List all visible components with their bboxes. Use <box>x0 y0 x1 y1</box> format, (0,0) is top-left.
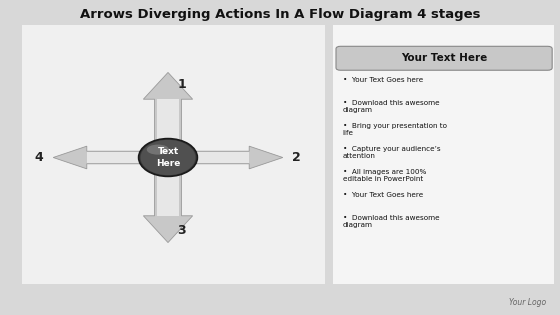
Polygon shape <box>87 152 160 163</box>
Text: 2: 2 <box>292 151 301 164</box>
Polygon shape <box>157 162 179 216</box>
Text: Here: Here <box>156 159 180 168</box>
Polygon shape <box>143 72 193 153</box>
Ellipse shape <box>147 145 169 155</box>
Text: •  Download this awesome
diagram: • Download this awesome diagram <box>343 100 440 113</box>
Text: 1: 1 <box>178 78 186 91</box>
Text: •  Capture your audience’s
attention: • Capture your audience’s attention <box>343 146 440 159</box>
Polygon shape <box>157 99 179 153</box>
FancyBboxPatch shape <box>22 25 325 284</box>
Text: •  All images are 100%
editable in PowerPoint: • All images are 100% editable in PowerP… <box>343 169 426 182</box>
Text: Your Text Here: Your Text Here <box>401 53 487 63</box>
Text: •  Download this awesome
diagram: • Download this awesome diagram <box>343 215 440 228</box>
FancyBboxPatch shape <box>333 25 554 284</box>
FancyBboxPatch shape <box>336 46 552 70</box>
Text: •  Your Text Goes here: • Your Text Goes here <box>343 192 423 198</box>
Text: 4: 4 <box>35 151 44 164</box>
Polygon shape <box>143 162 193 243</box>
Text: 3: 3 <box>178 224 186 237</box>
Text: Text: Text <box>157 147 179 156</box>
Ellipse shape <box>138 139 197 176</box>
Polygon shape <box>176 152 249 163</box>
Polygon shape <box>176 146 283 169</box>
Text: •  Bring your presentation to
life: • Bring your presentation to life <box>343 123 447 136</box>
Polygon shape <box>53 146 160 169</box>
Text: •  Your Text Goes here: • Your Text Goes here <box>343 77 423 83</box>
Text: Arrows Diverging Actions In A Flow Diagram 4 stages: Arrows Diverging Actions In A Flow Diagr… <box>80 8 480 21</box>
Ellipse shape <box>141 140 195 175</box>
Text: Your Logo: Your Logo <box>509 298 546 307</box>
